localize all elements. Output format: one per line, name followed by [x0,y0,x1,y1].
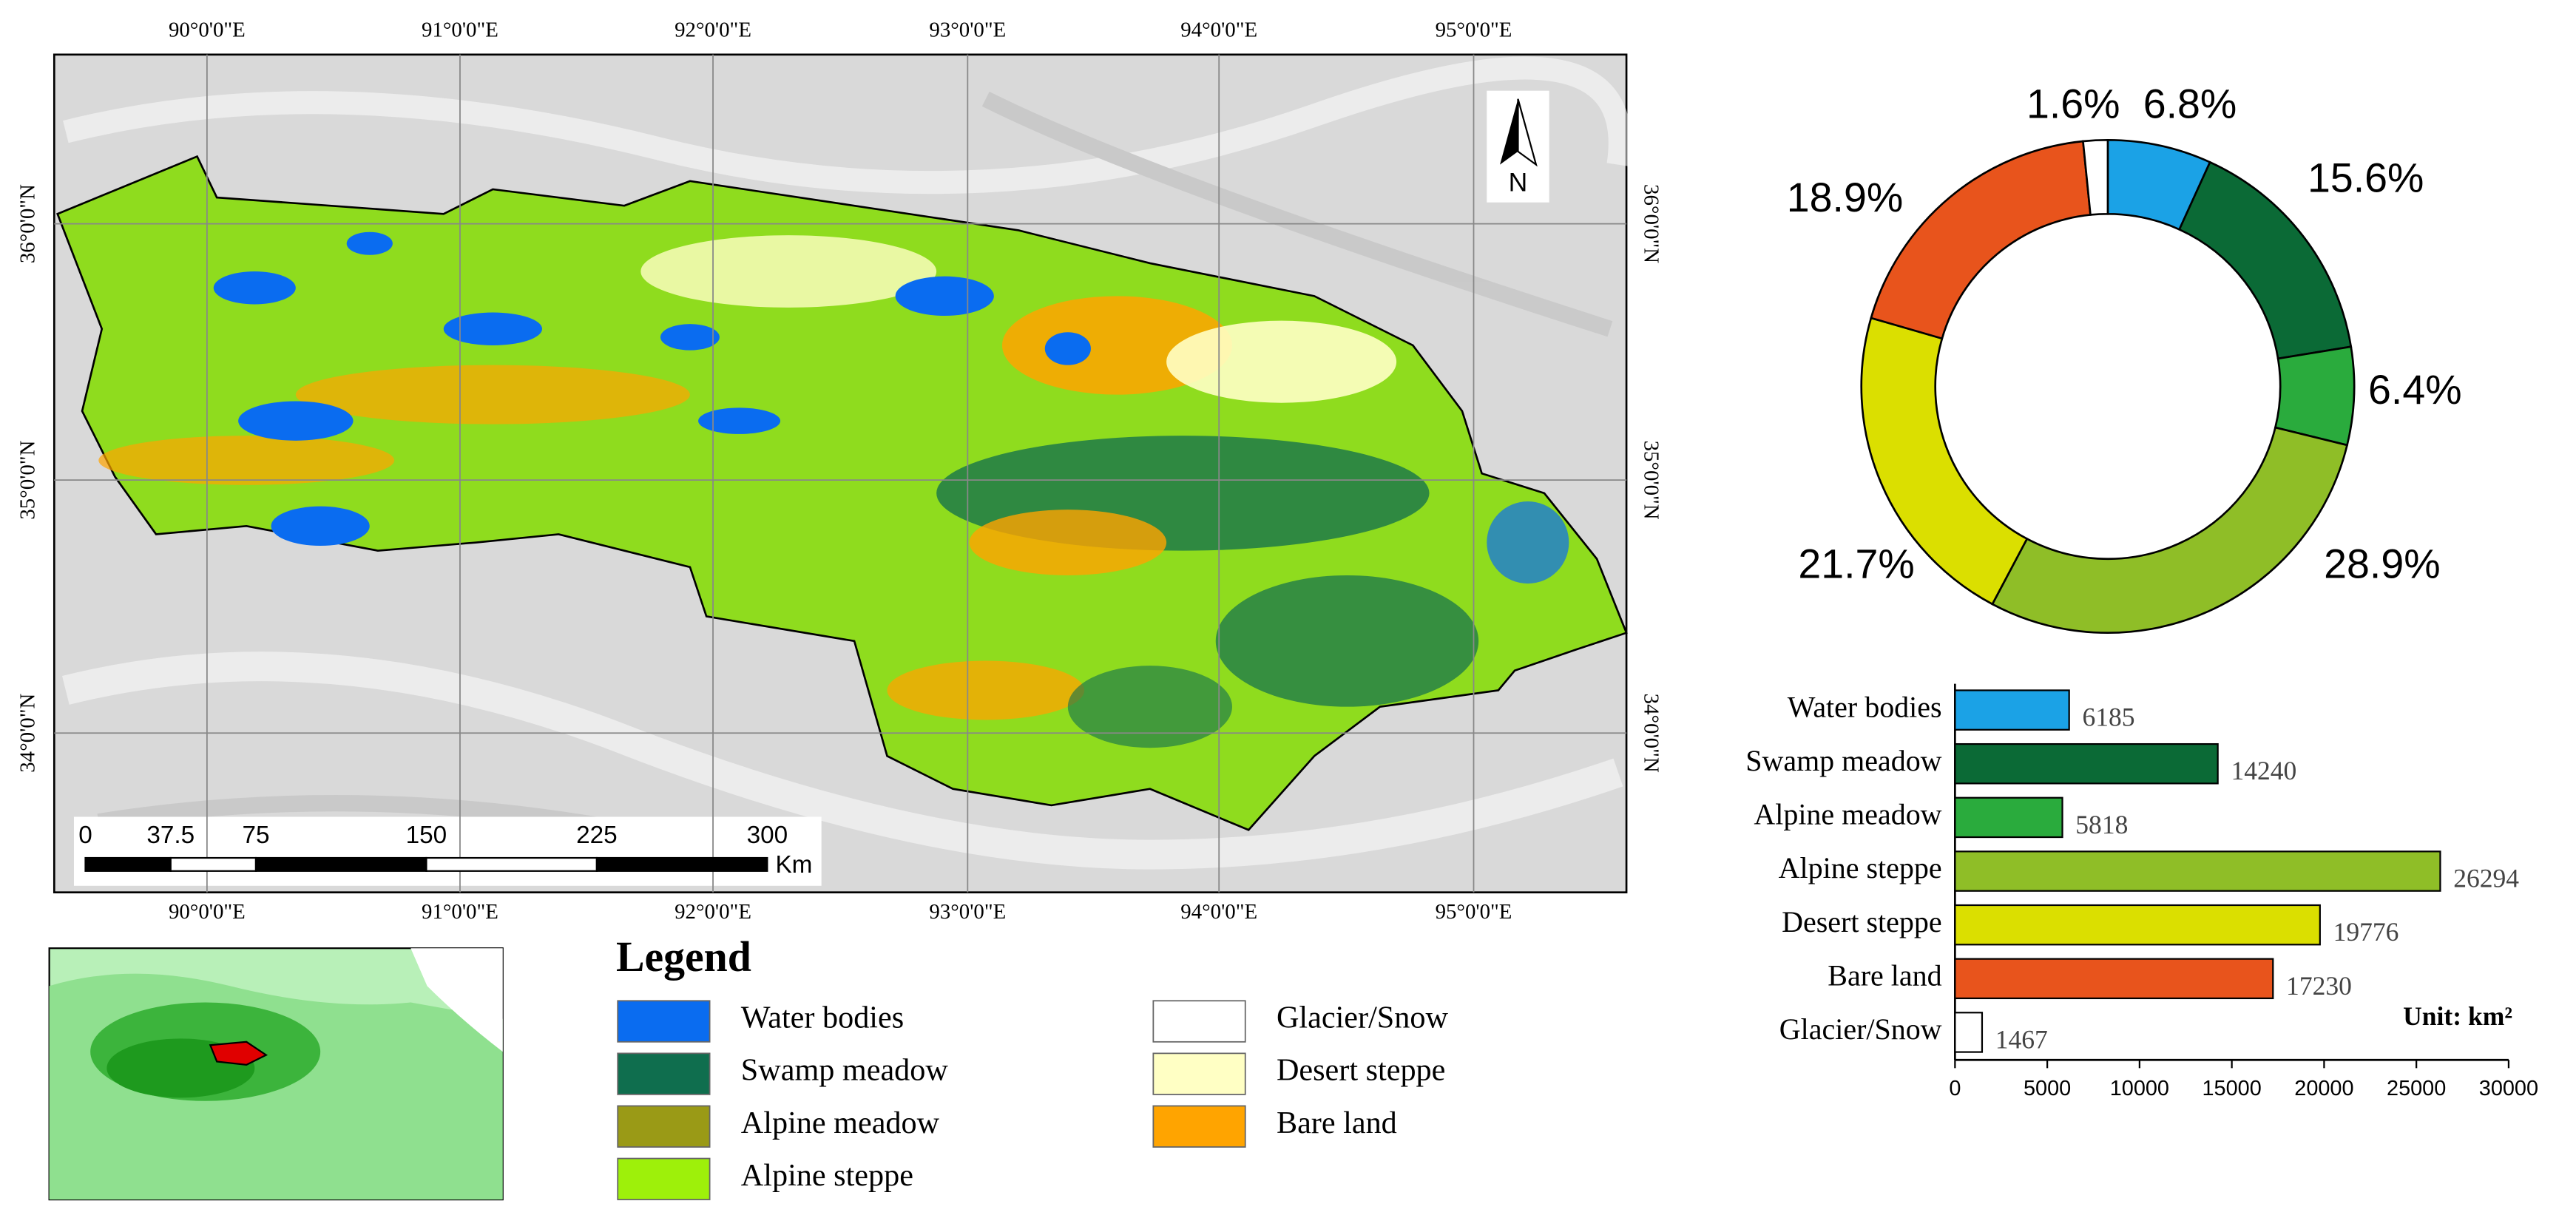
scale-segment [84,856,172,872]
donut-slice [2081,138,2109,216]
scale-segment [254,856,427,872]
lon-label: 93°0'0"E [929,900,1006,924]
lon-label: 93°0'0"E [929,18,1006,41]
scale-label: 37.5 [146,822,195,849]
legend-label: Glacier/Snow [1277,1001,1449,1035]
legend-label: Alpine steppe [741,1158,913,1193]
legend-label: Swamp meadow [741,1053,949,1088]
unit-annotation: Unit: km² [2403,1001,2512,1031]
x-tick-label: 20000 [2294,1077,2353,1100]
scale-unit: Km [775,851,812,879]
scale-segment [425,856,598,872]
bar [1954,742,2219,785]
x-tick-label: 10000 [2110,1077,2169,1100]
legend-label: Alpine meadow [741,1106,940,1140]
north-label: N [1509,168,1528,197]
scale-bar-box [73,816,822,886]
bar [1954,904,2321,946]
lon-label: 91°0'0"E [422,900,498,924]
legend-swatch [617,1157,711,1200]
donut-label: 28.9% [2324,541,2440,587]
donut-label: 21.7% [1798,541,1914,587]
lat-label: 36°0'0"N [16,184,40,263]
scale-label: 0 [78,822,92,849]
legend-title: Legend [616,934,751,981]
scale-label: 75 [242,822,269,849]
bar-value-label: 1467 [1995,1024,2048,1054]
lon-label: 95°0'0"E [1436,900,1512,924]
bar-value-label: 26294 [2453,864,2519,893]
lon-label: 92°0'0"E [675,18,751,41]
legend-label: Bare land [1277,1106,1397,1140]
y-tick-label: Bare land [1828,958,1941,992]
lon-label: 95°0'0"E [1436,18,1512,41]
scale-segment [595,856,768,872]
lat-label: 35°0'0"N [16,440,40,519]
y-tick-label: Alpine steppe [1779,851,1942,884]
lon-label: 90°0'0"E [169,900,246,924]
donut-label: 1.6% [2026,81,2120,127]
legend-swatch [617,1052,711,1095]
x-tick-label: 0 [1949,1077,1961,1100]
bar [1954,689,2070,731]
donut-slice [1991,426,2349,635]
legend-label: Desert steppe [1277,1053,1445,1088]
hillshade [62,56,1632,870]
lon-label: 94°0'0"E [1180,18,1257,41]
inset-map [48,947,504,1201]
bar [1954,850,2441,892]
y-tick-label: Desert steppe [1782,905,1941,938]
study-region [56,155,1628,831]
scale-label: 225 [576,822,618,849]
legend-swatch [1152,1052,1246,1095]
y-tick-label: Alpine meadow [1754,798,1941,831]
lon-label: 91°0'0"E [422,18,498,41]
y-tick-label: Water bodies [1788,690,1942,723]
legend-label: Water bodies [741,1001,904,1035]
legend-swatch [617,1000,711,1043]
bar-value-label: 14240 [2231,756,2296,785]
legend-swatch [1152,1000,1246,1043]
bar-value-label: 17230 [2286,971,2352,1001]
scale-label: 300 [747,822,788,849]
bar [1954,1012,1984,1053]
x-tick-label: 25000 [2387,1077,2446,1100]
x-tick-label: 30000 [2479,1077,2538,1100]
bar [1954,958,2274,1000]
donut-label: 6.4% [2368,367,2462,413]
lat-label: 36°0'0"N [1640,184,1663,263]
y-tick-label: Glacier/Snow [1779,1012,1942,1046]
bar-value-label: 19776 [2333,917,2399,947]
x-tick-label: 5000 [2024,1077,2071,1100]
bar [1954,796,2063,839]
donut-label: 18.9% [1787,175,1903,220]
lon-label: 92°0'0"E [675,900,751,924]
legend-swatch [617,1105,711,1148]
lon-label: 94°0'0"E [1180,900,1257,924]
bar-value-label: 6185 [2082,703,2134,732]
y-tick-label: Swamp meadow [1745,744,1941,777]
donut-label: 6.8% [2143,81,2237,127]
lat-label: 35°0'0"N [1640,441,1663,520]
north-arrow: N [1487,90,1549,203]
lat-label: 34°0'0"N [16,694,40,773]
scale-label: 150 [406,822,447,849]
donut-label: 15.6% [2308,155,2424,201]
lon-label: 90°0'0"E [169,18,246,41]
legend-swatch [1152,1105,1246,1148]
x-tick-label: 15000 [2203,1077,2262,1100]
donut-slice [1870,140,2092,340]
lat-label: 34°0'0"N [1640,694,1663,773]
scale-segment [169,856,257,872]
bar-value-label: 5818 [2075,810,2128,839]
